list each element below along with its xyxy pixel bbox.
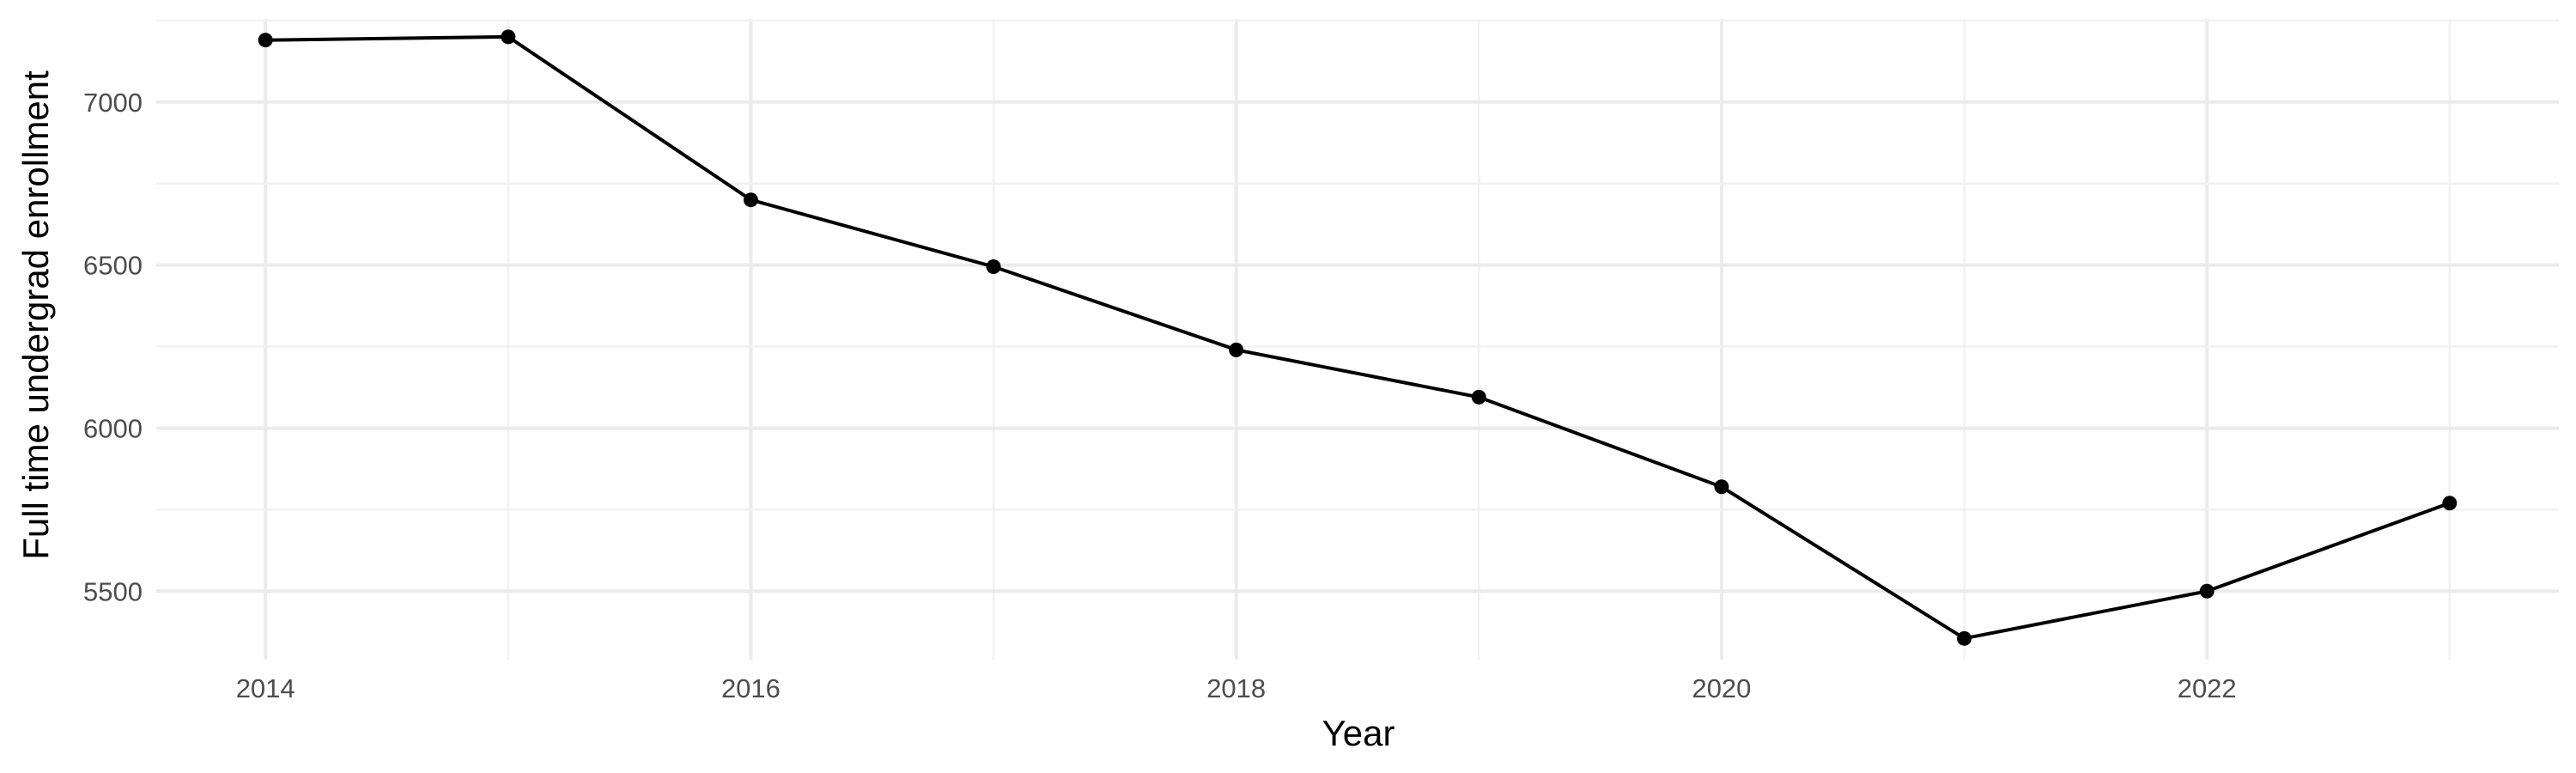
y-tick-label: 6000 — [83, 413, 143, 443]
data-point-2023 — [2442, 496, 2458, 511]
data-point-2017 — [986, 259, 1001, 275]
x-tick-label: 2014 — [236, 673, 295, 703]
data-point-2021 — [1957, 630, 1972, 646]
y-tick-label: 5500 — [83, 576, 143, 606]
x-tick-label: 2016 — [721, 673, 781, 703]
data-point-2016 — [743, 192, 758, 208]
series-line — [265, 34, 2451, 641]
data-point-2020 — [1714, 479, 1729, 495]
grid-lines — [156, 19, 2559, 660]
x-tick-label: 2020 — [1692, 673, 1751, 703]
x-axis-title: Year — [1322, 713, 1395, 753]
x-tick-label: 2022 — [2178, 673, 2237, 703]
data-point-2014 — [258, 33, 273, 48]
tick-labels: 2014 2016 2018 2020 2022 5500 6000 6500 7000 — [83, 88, 2237, 703]
data-point-2015 — [501, 29, 516, 45]
data-point-2018 — [1229, 342, 1244, 357]
y-axis-title: Full time undergrad enrollment — [15, 70, 56, 560]
y-tick-label: 7000 — [83, 88, 143, 118]
series-layer — [258, 29, 2458, 646]
x-tick-label: 2018 — [1206, 673, 1266, 703]
data-point-2019 — [1471, 389, 1486, 405]
y-tick-label: 6500 — [83, 251, 143, 281]
data-point-2022 — [2199, 583, 2215, 599]
